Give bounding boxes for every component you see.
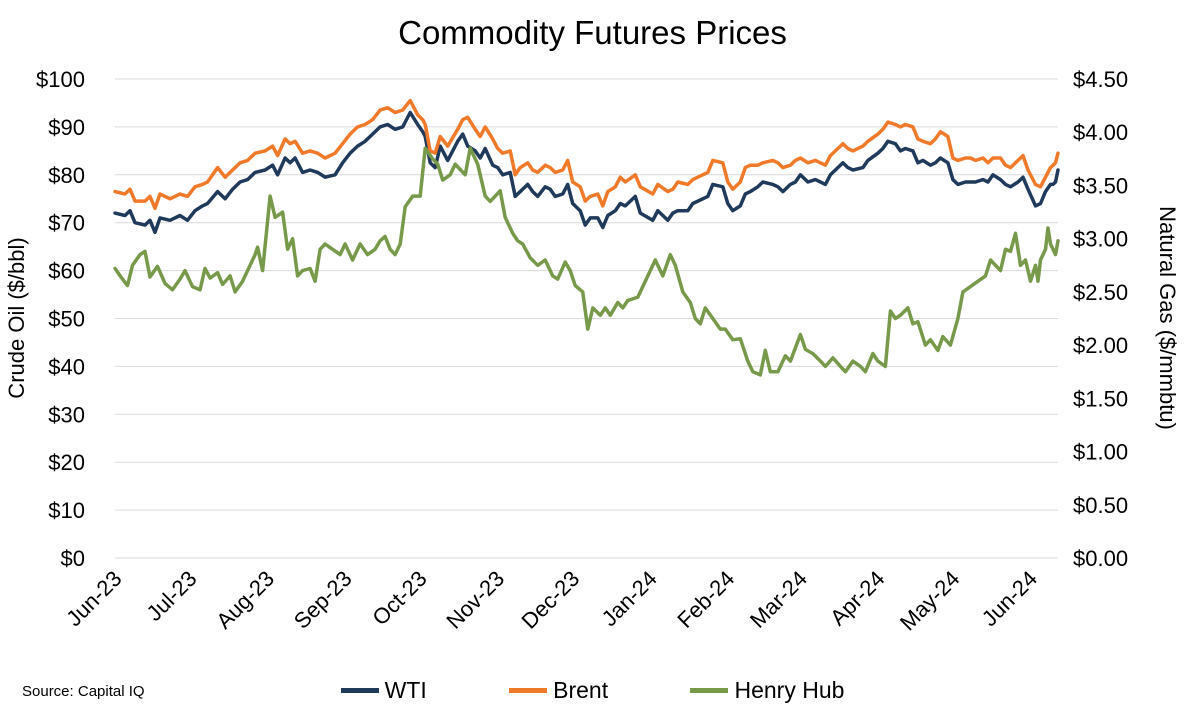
x-tick-label: Oct-23 xyxy=(367,566,431,630)
series-line-wti xyxy=(113,110,1060,235)
y-tick-label: $30 xyxy=(48,402,85,427)
source-note: Source: Capital IQ xyxy=(22,683,145,700)
y-tick-label: $90 xyxy=(48,115,85,140)
x-tick-label: Apr-24 xyxy=(825,566,889,630)
y2-tick-label: $2.00 xyxy=(1073,333,1128,358)
x-tick-label: Aug-23 xyxy=(211,566,279,634)
left-axis-ticks: $0 $10 $20 $30 $40 $50 $60 $70 $80 $90 $100 xyxy=(36,67,85,571)
y2-tick-label: $0.50 xyxy=(1073,493,1128,518)
x-tick-label: Sep-23 xyxy=(289,566,357,634)
x-axis-ticks: Jun-23 Jul-23 Aug-23 Sep-23 Oct-23 Nov-23 Dec-… xyxy=(61,566,1042,636)
series-lines xyxy=(113,98,1060,377)
y-tick-label: $100 xyxy=(36,67,85,92)
y2-tick-label: $4.50 xyxy=(1073,67,1128,92)
legend-swatch-henry-hub xyxy=(690,688,729,693)
y-tick-label: $50 xyxy=(48,307,85,332)
y-tick-label: $20 xyxy=(48,450,85,475)
x-tick-label: Dec-23 xyxy=(516,566,584,634)
y2-tick-label: $4.00 xyxy=(1073,120,1128,145)
y-tick-label: $40 xyxy=(48,354,85,379)
x-tick-label: May-24 xyxy=(895,566,965,636)
legend-item-wti: WTI xyxy=(340,677,427,704)
y2-tick-label: $3.00 xyxy=(1073,227,1128,252)
legend-swatch-wti xyxy=(340,688,379,693)
y-tick-label: $10 xyxy=(48,498,85,523)
y-tick-label: $60 xyxy=(48,259,85,284)
legend-item-brent: Brent xyxy=(509,677,608,704)
x-tick-label: Jun-23 xyxy=(61,566,126,631)
legend-label-brent: Brent xyxy=(553,677,609,703)
right-axis-ticks: $0.00 $0.50 $1.00 $1.50 $2.00 $2.50 $3.00 $3.50… xyxy=(1073,67,1128,571)
y2-tick-label: $1.00 xyxy=(1073,440,1128,465)
x-tick-label: Feb-24 xyxy=(672,566,739,633)
series-line-brent xyxy=(113,98,1060,211)
legend-label-henry-hub: Henry Hub xyxy=(734,677,845,703)
series-line-henry-hub xyxy=(113,146,1060,377)
y-tick-label: $70 xyxy=(48,211,85,236)
x-tick-label: Jan-24 xyxy=(597,566,662,631)
y-tick-label: $80 xyxy=(48,163,85,188)
x-tick-label: Nov-23 xyxy=(441,566,509,634)
x-tick-label: Mar-24 xyxy=(745,566,812,633)
y-tick-label: $0 xyxy=(61,546,85,571)
left-axis-label: Crude Oil ($/bbl) xyxy=(4,237,29,398)
legend-label-wti: WTI xyxy=(384,677,427,703)
y2-tick-label: $3.50 xyxy=(1073,173,1128,198)
chart-title: Commodity Futures Prices xyxy=(398,14,787,51)
legend-swatch-brent xyxy=(509,688,548,693)
legend-item-henry-hub: Henry Hub xyxy=(690,677,844,704)
right-axis-label: Natural Gas ($/mmbtu) xyxy=(1155,206,1180,430)
y2-tick-label: $0.00 xyxy=(1073,546,1128,571)
y2-tick-label: $2.50 xyxy=(1073,280,1128,305)
x-tick-label: Jun-24 xyxy=(977,566,1042,631)
y2-tick-label: $1.50 xyxy=(1073,386,1128,411)
chart-legend: WTI Brent Henry Hub xyxy=(0,672,1185,704)
x-tick-label: Jul-23 xyxy=(142,566,202,626)
